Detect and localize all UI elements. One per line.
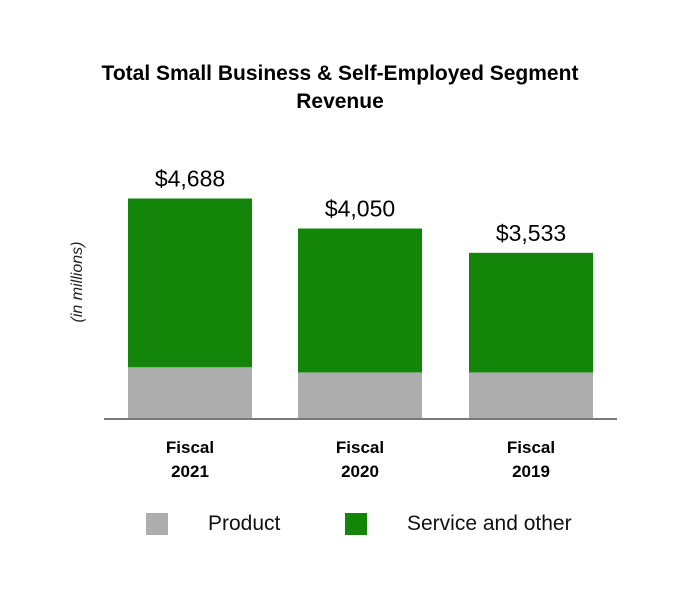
data-label-total-2019: $3,533	[496, 220, 566, 246]
bar-product-2021	[128, 367, 252, 419]
bar-service-2020	[298, 228, 422, 373]
legend-label-product: Product	[208, 512, 281, 535]
legend: Product Service and other	[0, 512, 680, 544]
bar-product-2020	[298, 372, 422, 419]
labels-group: $4,688 Fiscal 2021 $4,050 Fiscal 2020 $3,533 Fi…	[155, 165, 566, 481]
x-tick-label-2020: Fiscal 2020	[336, 438, 384, 481]
bars-group	[128, 198, 593, 419]
chart-title: Total Small Business & Self-Employed Seg…	[101, 62, 579, 113]
bar-service-2021	[128, 198, 252, 368]
legend-label-service: Service and other	[407, 512, 572, 535]
x-tick-label-2019: Fiscal 2019	[507, 438, 555, 481]
data-label-total-2021: $4,688	[155, 165, 225, 191]
legend-item-service: Service and other	[345, 512, 572, 536]
legend-swatch-service	[345, 513, 367, 535]
x-tick-label-2021: Fiscal 2021	[166, 438, 214, 481]
bar-service-2019	[469, 252, 593, 373]
legend-swatch-product	[146, 513, 168, 535]
data-label-total-2020: $4,050	[325, 196, 395, 222]
legend-item-product: Product	[146, 512, 280, 536]
bar-product-2019	[469, 372, 593, 419]
